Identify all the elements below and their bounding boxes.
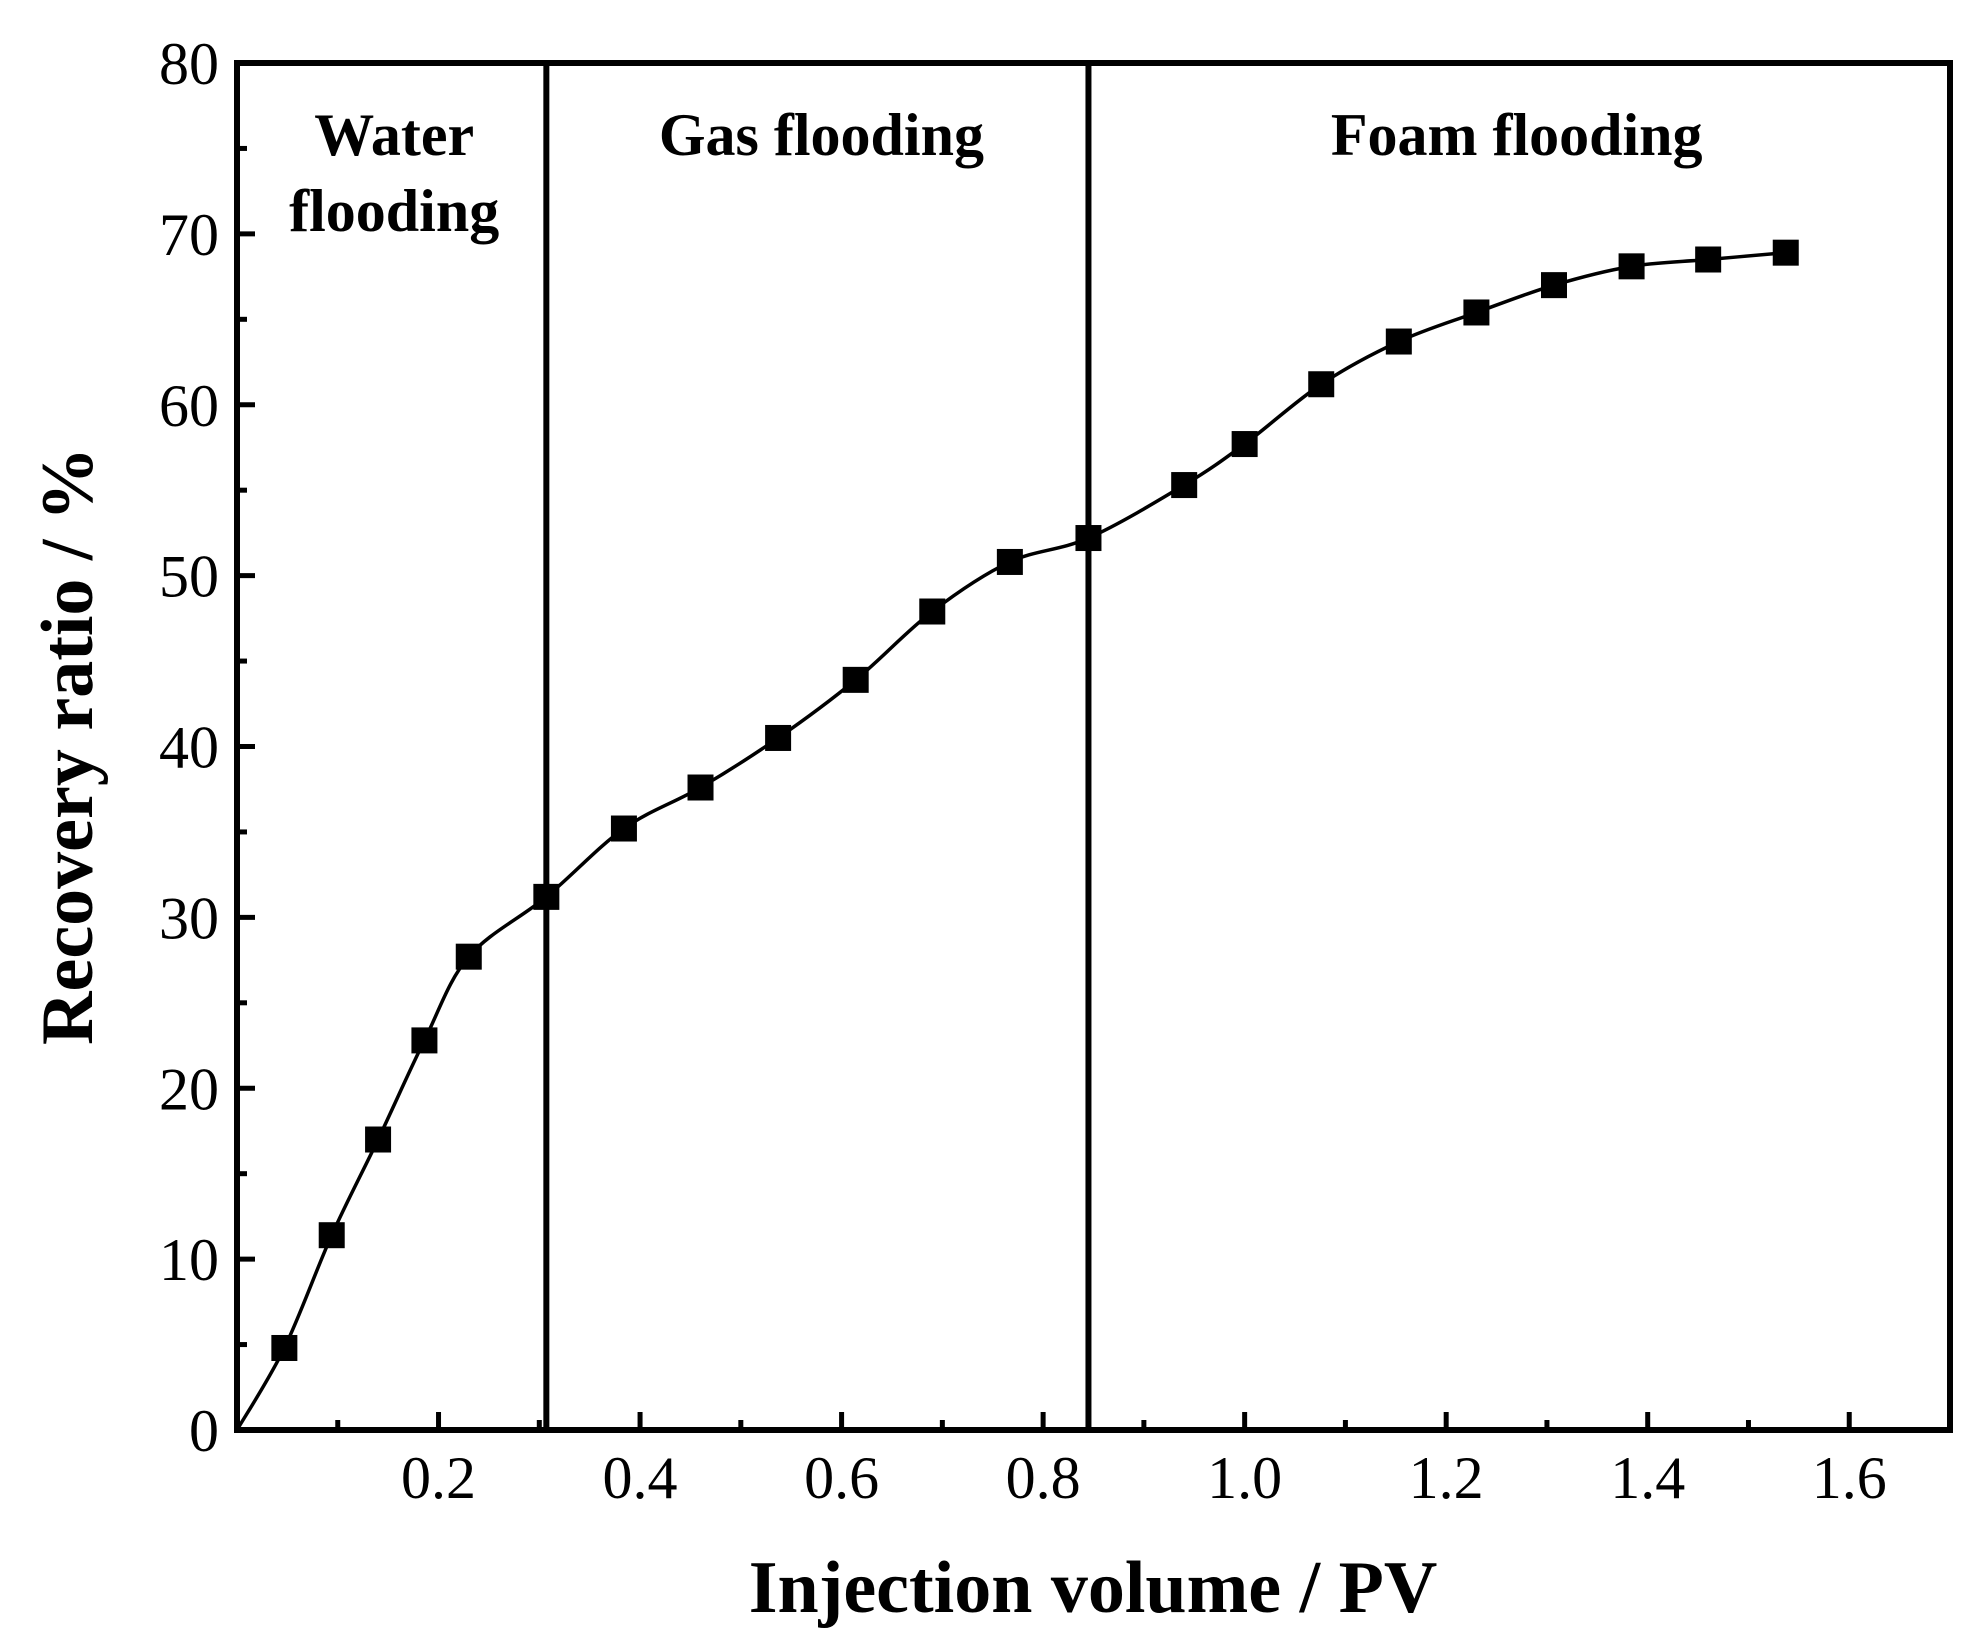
data-point (271, 1334, 298, 1361)
y-tick-label: 80 (159, 31, 219, 97)
region-label: Water flooding (289, 102, 499, 244)
y-tick-label: 20 (159, 1056, 219, 1122)
phase-dividers (543, 63, 1092, 1430)
region-label: Foam flooding (1331, 102, 1703, 168)
y-tick-label: 50 (159, 544, 219, 610)
x-tick-label: 0.2 (401, 1445, 476, 1511)
data-point (765, 724, 792, 751)
y-axis-title: Recovery ratio / % (27, 447, 109, 1045)
data-point (1171, 472, 1198, 499)
data-point (1772, 239, 1799, 266)
y-axis-ticks: 0 10 20 30 40 50 60 70 80 (159, 31, 255, 1464)
phase-labels: Water flooding Gas flooding Foam flooding (289, 102, 1702, 244)
data-point (1540, 272, 1567, 299)
data-point (996, 548, 1023, 575)
y-tick-label: 40 (159, 715, 219, 781)
x-axis-ticks: 0.2 0.4 0.6 0.8 1.0 1.2 1.4 1.6 (335, 1412, 1887, 1511)
data-point (1618, 253, 1645, 280)
y-tick-label: 60 (159, 373, 219, 439)
x-tick-label: 1.2 (1409, 1445, 1484, 1511)
y-tick-label: 70 (159, 202, 219, 268)
x-tick-label: 1.6 (1812, 1445, 1887, 1511)
data-point (1385, 328, 1412, 355)
data-point (919, 598, 946, 625)
data-point (1231, 431, 1258, 458)
y-tick-label: 30 (159, 885, 219, 951)
x-axis-title: Injection volume / PV (749, 1547, 1438, 1629)
data-point (365, 1126, 392, 1153)
x-tick-label: 1.4 (1610, 1445, 1685, 1511)
x-tick-label: 0.8 (1006, 1445, 1081, 1511)
x-tick-label: 0.4 (603, 1445, 678, 1511)
data-point (1075, 525, 1102, 552)
data-point (1308, 371, 1335, 398)
y-tick-label: 10 (159, 1227, 219, 1293)
data-point (842, 666, 869, 693)
data-point (455, 943, 482, 970)
region-label: Gas flooding (659, 102, 984, 168)
data-point (1695, 246, 1722, 273)
series-line (235, 250, 1786, 1431)
data-point (318, 1222, 345, 1249)
data-point (533, 883, 560, 910)
data-point (411, 1027, 438, 1054)
data-point (1463, 299, 1490, 326)
data-point (687, 774, 714, 801)
y-tick-label: 0 (189, 1398, 219, 1464)
x-tick-label: 1.0 (1207, 1445, 1282, 1511)
plot-frame (234, 60, 1953, 1433)
data-series (235, 239, 1799, 1431)
x-tick-label: 0.6 (804, 1445, 879, 1511)
data-point (610, 815, 637, 842)
